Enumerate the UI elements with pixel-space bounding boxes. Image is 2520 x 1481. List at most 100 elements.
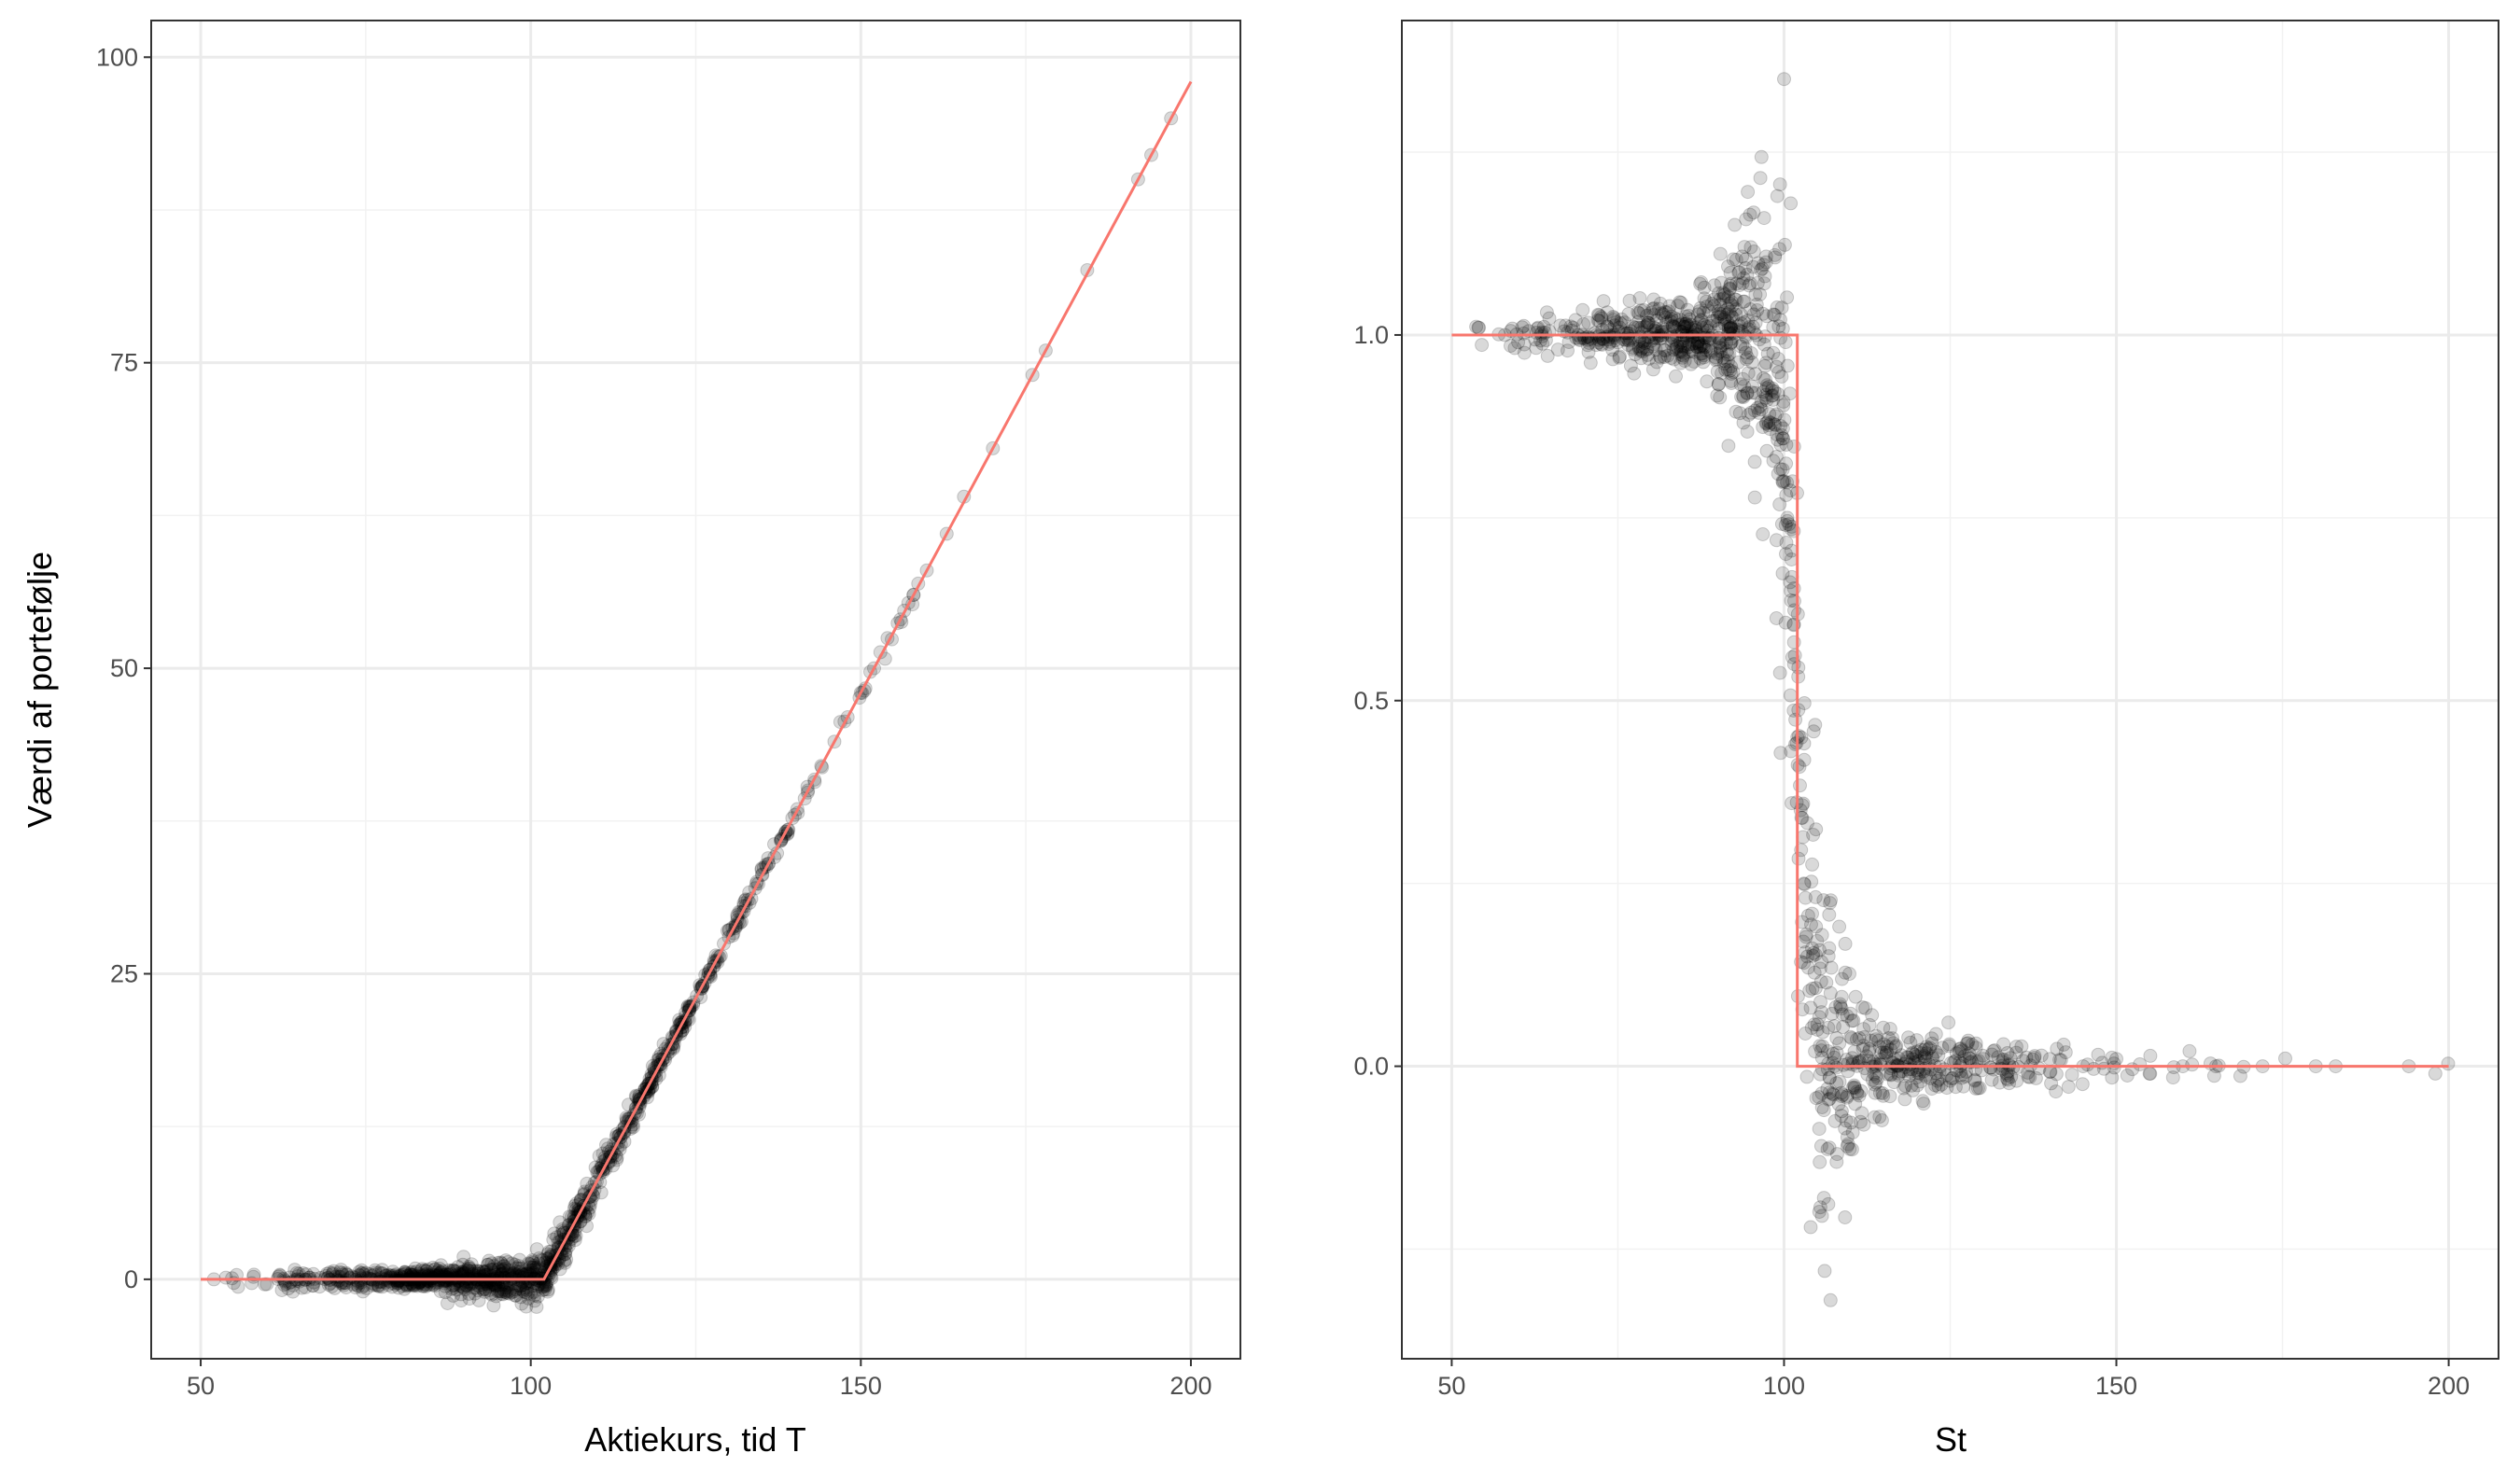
data-point <box>1677 354 1692 369</box>
data-point <box>1779 456 1794 471</box>
data-point <box>1661 304 1676 319</box>
data-point <box>1737 294 1752 309</box>
data-point <box>1757 337 1771 352</box>
data-point <box>483 1286 497 1300</box>
data-point <box>1917 1051 1932 1065</box>
data-point <box>365 1278 380 1292</box>
data-point <box>1827 1113 1842 1128</box>
data-point <box>1637 319 1652 334</box>
data-point <box>1805 857 1820 872</box>
data-point <box>1800 908 1815 923</box>
data-point <box>1612 350 1627 365</box>
data-point <box>1840 1130 1855 1145</box>
data-point <box>1761 414 1776 429</box>
data-point <box>2021 1069 2036 1084</box>
data-point <box>1836 1087 1850 1102</box>
data-point <box>1669 369 1683 384</box>
data-point <box>1934 1077 1949 1092</box>
data-point <box>1729 292 1743 307</box>
data-point <box>1724 376 1739 390</box>
data-point <box>2023 1069 2037 1084</box>
data-point <box>1531 320 1546 335</box>
data-point <box>553 1215 567 1230</box>
data-point <box>1756 527 1771 541</box>
data-point <box>1713 292 1728 307</box>
data-point <box>2042 1052 2057 1067</box>
data-point <box>1874 1113 1889 1127</box>
data-point <box>1705 314 1720 328</box>
data-point <box>1659 315 1674 330</box>
data-point <box>1469 319 1484 334</box>
data-point <box>497 1282 511 1297</box>
data-point <box>1942 1037 1957 1052</box>
data-point <box>1962 1051 1977 1066</box>
data-point <box>1594 311 1609 326</box>
data-point <box>1743 276 1757 291</box>
data-point <box>1819 975 1834 990</box>
data-point <box>1700 319 1715 334</box>
data-point <box>1622 326 1637 341</box>
data-point <box>1653 349 1668 364</box>
data-point <box>522 1274 537 1289</box>
plot-border-left <box>150 20 1241 1360</box>
data-point <box>1743 346 1758 360</box>
data-point <box>2028 1070 2043 1085</box>
data-point <box>511 1264 525 1279</box>
data-point <box>301 1270 316 1285</box>
data-point <box>1675 340 1690 355</box>
y-axis-ticks-left: 0 25 50 75 100 <box>96 43 151 1293</box>
data-point <box>490 1284 505 1299</box>
data-point <box>1814 1051 1829 1065</box>
data-point <box>1903 1057 1917 1072</box>
data-point <box>357 1267 371 1282</box>
data-point <box>1738 260 1753 275</box>
data-point <box>1886 1036 1900 1051</box>
data-point <box>1823 1292 1838 1307</box>
data-point <box>1862 1044 1877 1059</box>
data-point <box>462 1261 477 1276</box>
data-point <box>1870 1070 1885 1085</box>
data-point <box>391 1280 406 1295</box>
x-axis-title-right: St <box>1935 1420 1967 1459</box>
data-point <box>1931 1079 1946 1094</box>
data-point <box>1717 354 1732 369</box>
data-point <box>1751 256 1766 271</box>
data-point <box>1774 300 1789 315</box>
data-point <box>2009 1073 2024 1088</box>
data-point <box>1852 1088 1867 1103</box>
data-point <box>1864 1033 1879 1048</box>
data-point <box>1693 276 1708 291</box>
data-point <box>1875 1086 1890 1100</box>
y-tick-label: 0.0 <box>1353 1053 1389 1081</box>
data-point <box>1872 1085 1887 1100</box>
y-tick-label: 50 <box>110 654 138 682</box>
data-point <box>438 1285 453 1300</box>
data-point <box>1535 336 1550 351</box>
data-point <box>1759 309 1774 324</box>
data-point <box>1834 1089 1849 1104</box>
data-point <box>1956 1079 1971 1094</box>
data-point <box>1633 303 1648 318</box>
data-point <box>491 1255 506 1270</box>
points-right <box>1469 72 2456 1307</box>
data-point <box>2004 1069 2019 1084</box>
data-point <box>526 1258 541 1273</box>
data-point <box>1813 1200 1827 1215</box>
data-point <box>456 1280 471 1295</box>
data-point <box>1581 329 1596 344</box>
data-point <box>1838 965 1853 980</box>
data-point <box>1748 367 1763 382</box>
data-point <box>1780 475 1795 490</box>
data-point <box>1954 1043 1969 1058</box>
data-point <box>1665 318 1680 333</box>
minor-grid-left <box>151 21 1240 1359</box>
data-point <box>1869 1069 1883 1083</box>
data-point <box>443 1264 458 1278</box>
data-point <box>1995 1062 2010 1077</box>
data-point <box>1939 1081 1954 1096</box>
data-point <box>429 1270 444 1285</box>
data-point <box>581 1207 596 1222</box>
data-point <box>1747 454 1762 469</box>
data-point <box>1720 347 1735 362</box>
data-point <box>493 1264 508 1278</box>
